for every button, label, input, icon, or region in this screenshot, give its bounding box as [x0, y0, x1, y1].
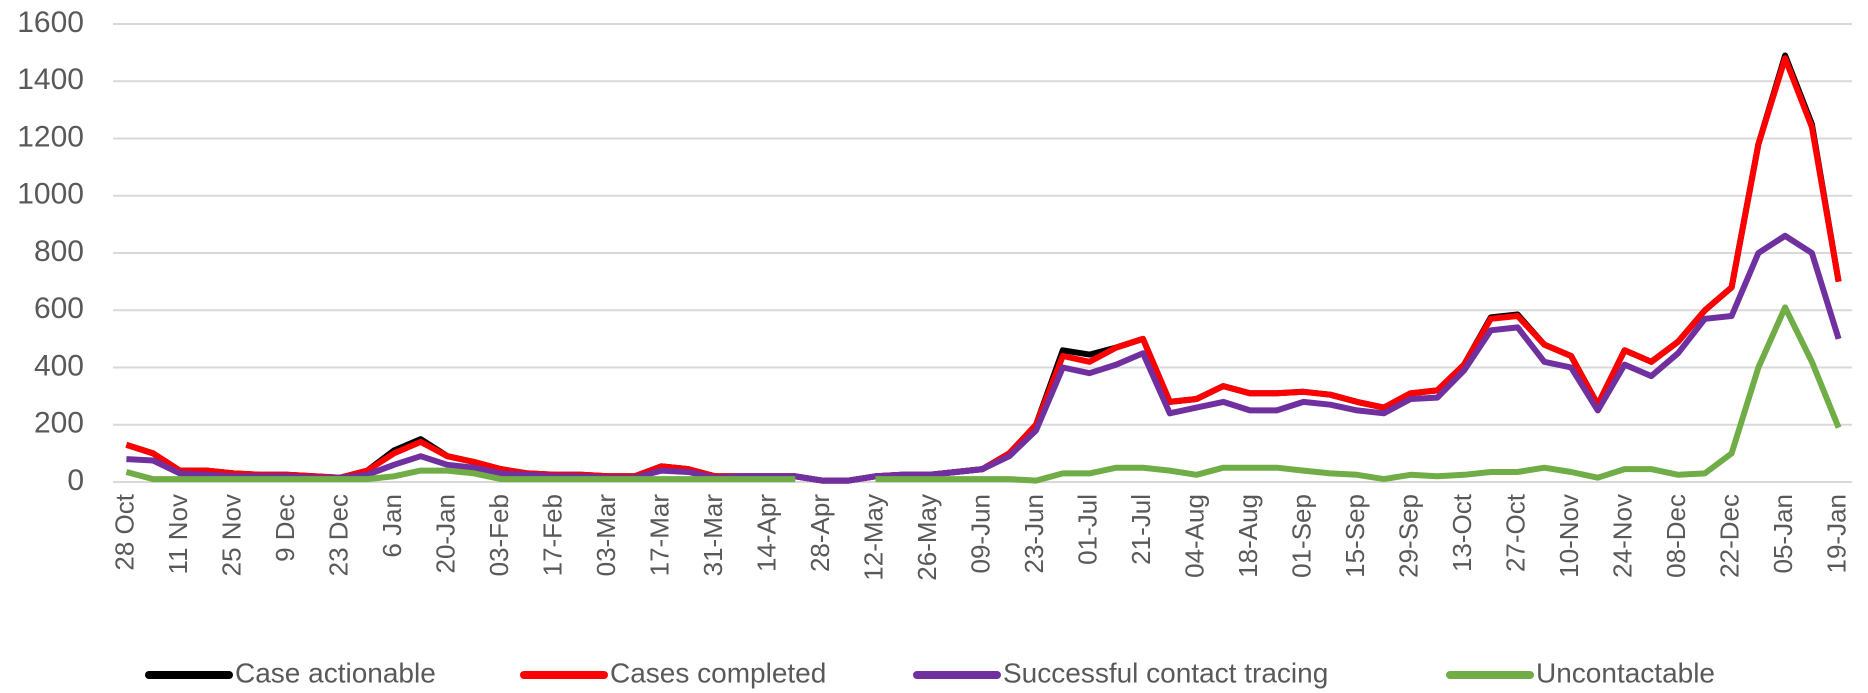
- x-tick-label: 19-Jan: [1821, 494, 1851, 574]
- x-tick-label: 13-Oct: [1447, 493, 1477, 572]
- x-tick-label: 05-Jan: [1768, 494, 1798, 574]
- x-tick-label: 04-Aug: [1179, 494, 1209, 578]
- legend-label: Successful contact tracing: [1003, 657, 1328, 688]
- x-tick-label: 01-Sep: [1286, 494, 1316, 578]
- y-tick-label: 200: [34, 407, 84, 440]
- x-tick-label: 10-Nov: [1554, 494, 1584, 578]
- x-tick-label: 01-Jul: [1072, 494, 1102, 565]
- x-tick-label: 20-Jan: [430, 494, 460, 573]
- series-line: [126, 232, 1842, 484]
- x-tick-label: 21-Jul: [1126, 494, 1156, 565]
- y-tick-label: 600: [34, 292, 84, 325]
- x-tick-label: 03-Feb: [484, 494, 514, 576]
- legend-label: Case actionable: [235, 657, 436, 688]
- series-line: [125, 304, 1842, 484]
- x-tick-label: 11 Nov: [163, 494, 193, 574]
- legend-label: Cases completed: [610, 657, 826, 688]
- x-tick-label: 17-Mar: [644, 494, 674, 577]
- x-tick-label: 29-Sep: [1393, 494, 1423, 578]
- x-tick-label: 25 Nov: [216, 494, 246, 576]
- legend-label: Uncontactable: [1536, 657, 1715, 688]
- y-tick-label: 1600: [17, 6, 84, 39]
- y-tick-label: 400: [34, 349, 84, 382]
- x-tick-label: 23 Dec: [323, 494, 353, 576]
- x-tick-label: 18-Aug: [1233, 494, 1263, 578]
- x-tick-label: 17-Feb: [537, 494, 567, 576]
- x-tick-label: 28 Oct: [109, 493, 139, 570]
- x-tick-label: 23-Jun: [1019, 494, 1049, 574]
- x-tick-label: 15-Sep: [1340, 494, 1370, 578]
- x-tick-label: 14-Apr: [751, 494, 781, 572]
- x-tick-label: 08-Dec: [1661, 494, 1691, 578]
- y-tick-label: 800: [34, 235, 84, 268]
- y-tick-label: 0: [67, 464, 84, 497]
- x-tick-label: 27-Oct: [1500, 493, 1530, 572]
- y-tick-label: 1000: [17, 178, 84, 211]
- y-tick-label: 1200: [17, 120, 84, 153]
- x-tick-label: 31-Mar: [698, 494, 728, 577]
- series-line: [125, 55, 1842, 484]
- x-tick-label: 26-May: [912, 494, 942, 581]
- x-tick-label: 12-May: [858, 494, 888, 581]
- x-tick-label: 09-Jun: [965, 494, 995, 574]
- x-tick-label: 28-Apr: [805, 494, 835, 572]
- x-tick-label: 9 Dec: [270, 494, 300, 562]
- x-tick-label: 22-Dec: [1714, 494, 1744, 578]
- series-line: [125, 52, 1842, 484]
- x-tick-label: 6 Jan: [377, 494, 407, 558]
- x-tick-label: 24-Nov: [1607, 494, 1637, 578]
- x-tick-label: 03-Mar: [591, 494, 621, 577]
- y-tick-label: 1400: [17, 63, 84, 96]
